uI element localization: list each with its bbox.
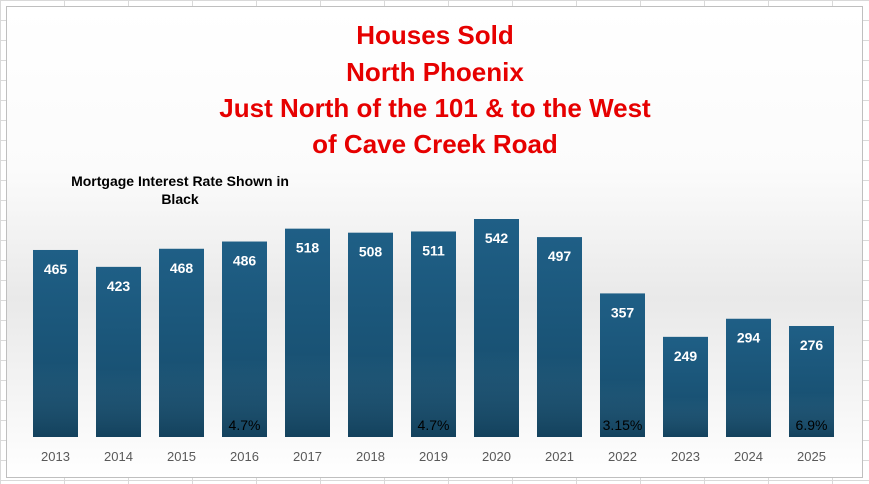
- value-label-2016: 486: [233, 253, 257, 269]
- bar-series: [33, 219, 834, 437]
- bar-shade-2020: [474, 219, 519, 437]
- x-tick-2020: 2020: [482, 449, 511, 464]
- value-labels: 465 423 468 486 518 508 511 542 497 357 249 294 276: [44, 230, 824, 364]
- x-tick-2015: 2015: [167, 449, 196, 464]
- bar-shade-2017: [285, 228, 330, 437]
- x-tick-2013: 2013: [41, 449, 70, 464]
- x-tick-2019: 2019: [419, 449, 448, 464]
- rate-label-2016: 4.7%: [229, 417, 261, 433]
- bar-shade-2022: [600, 293, 645, 437]
- x-tick-2017: 2017: [293, 449, 322, 464]
- value-label-2020: 542: [485, 230, 509, 246]
- value-label-2014: 423: [107, 278, 131, 294]
- bar-shade-2019: [411, 231, 456, 437]
- chart-title: Houses Sold North Phoenix Just North of …: [219, 20, 651, 159]
- bar-shade-2023: [663, 336, 708, 437]
- chart-title-line-3: Just North of the 101 & to the West: [219, 93, 651, 123]
- value-label-2015: 468: [170, 260, 194, 276]
- x-axis-tick-labels: 2013 2014 2015 2016 2017 2018 2019 2020 2021 2022…: [41, 449, 826, 464]
- x-tick-2022: 2022: [608, 449, 637, 464]
- rate-label-2022: 3.15%: [603, 417, 643, 433]
- value-label-2019: 511: [422, 242, 445, 258]
- value-label-2021: 497: [548, 248, 572, 264]
- chart-title-line-2: North Phoenix: [346, 57, 524, 87]
- bar-shade-2021: [537, 237, 582, 437]
- mortgage-rate-note-line-2: Black: [161, 191, 199, 207]
- rate-labels: 4.7% 4.7% 3.15% 6.9%: [229, 417, 828, 433]
- bar-shade-2015: [159, 248, 204, 437]
- bar-shade-2014: [96, 266, 141, 437]
- x-tick-2025: 2025: [797, 449, 826, 464]
- x-tick-2021: 2021: [545, 449, 574, 464]
- rate-label-2019: 4.7%: [418, 417, 450, 433]
- bar-shade-2013: [33, 249, 78, 437]
- x-tick-2016: 2016: [230, 449, 259, 464]
- bar-shade-2025: [789, 325, 834, 437]
- mortgage-rate-note: Mortgage Interest Rate Shown in Black: [71, 173, 289, 207]
- x-tick-2024: 2024: [734, 449, 763, 464]
- value-label-2023: 249: [674, 348, 698, 364]
- value-label-2013: 465: [44, 261, 68, 277]
- value-label-2024: 294: [737, 330, 761, 346]
- value-label-2022: 357: [611, 304, 635, 320]
- rate-label-2025: 6.9%: [796, 417, 828, 433]
- value-label-2025: 276: [800, 337, 824, 353]
- x-tick-2018: 2018: [356, 449, 385, 464]
- bar-shade-2018: [348, 232, 393, 437]
- chart-title-line-4: of Cave Creek Road: [312, 129, 558, 159]
- value-label-2017: 518: [296, 240, 320, 256]
- x-tick-2023: 2023: [671, 449, 700, 464]
- value-label-2018: 508: [359, 244, 383, 260]
- mortgage-rate-note-line-1: Mortgage Interest Rate Shown in: [71, 173, 289, 189]
- bar-shade-2016: [222, 241, 267, 437]
- x-tick-2014: 2014: [104, 449, 133, 464]
- bar-shade-2024: [726, 318, 771, 437]
- chart-title-line-1: Houses Sold: [356, 20, 513, 50]
